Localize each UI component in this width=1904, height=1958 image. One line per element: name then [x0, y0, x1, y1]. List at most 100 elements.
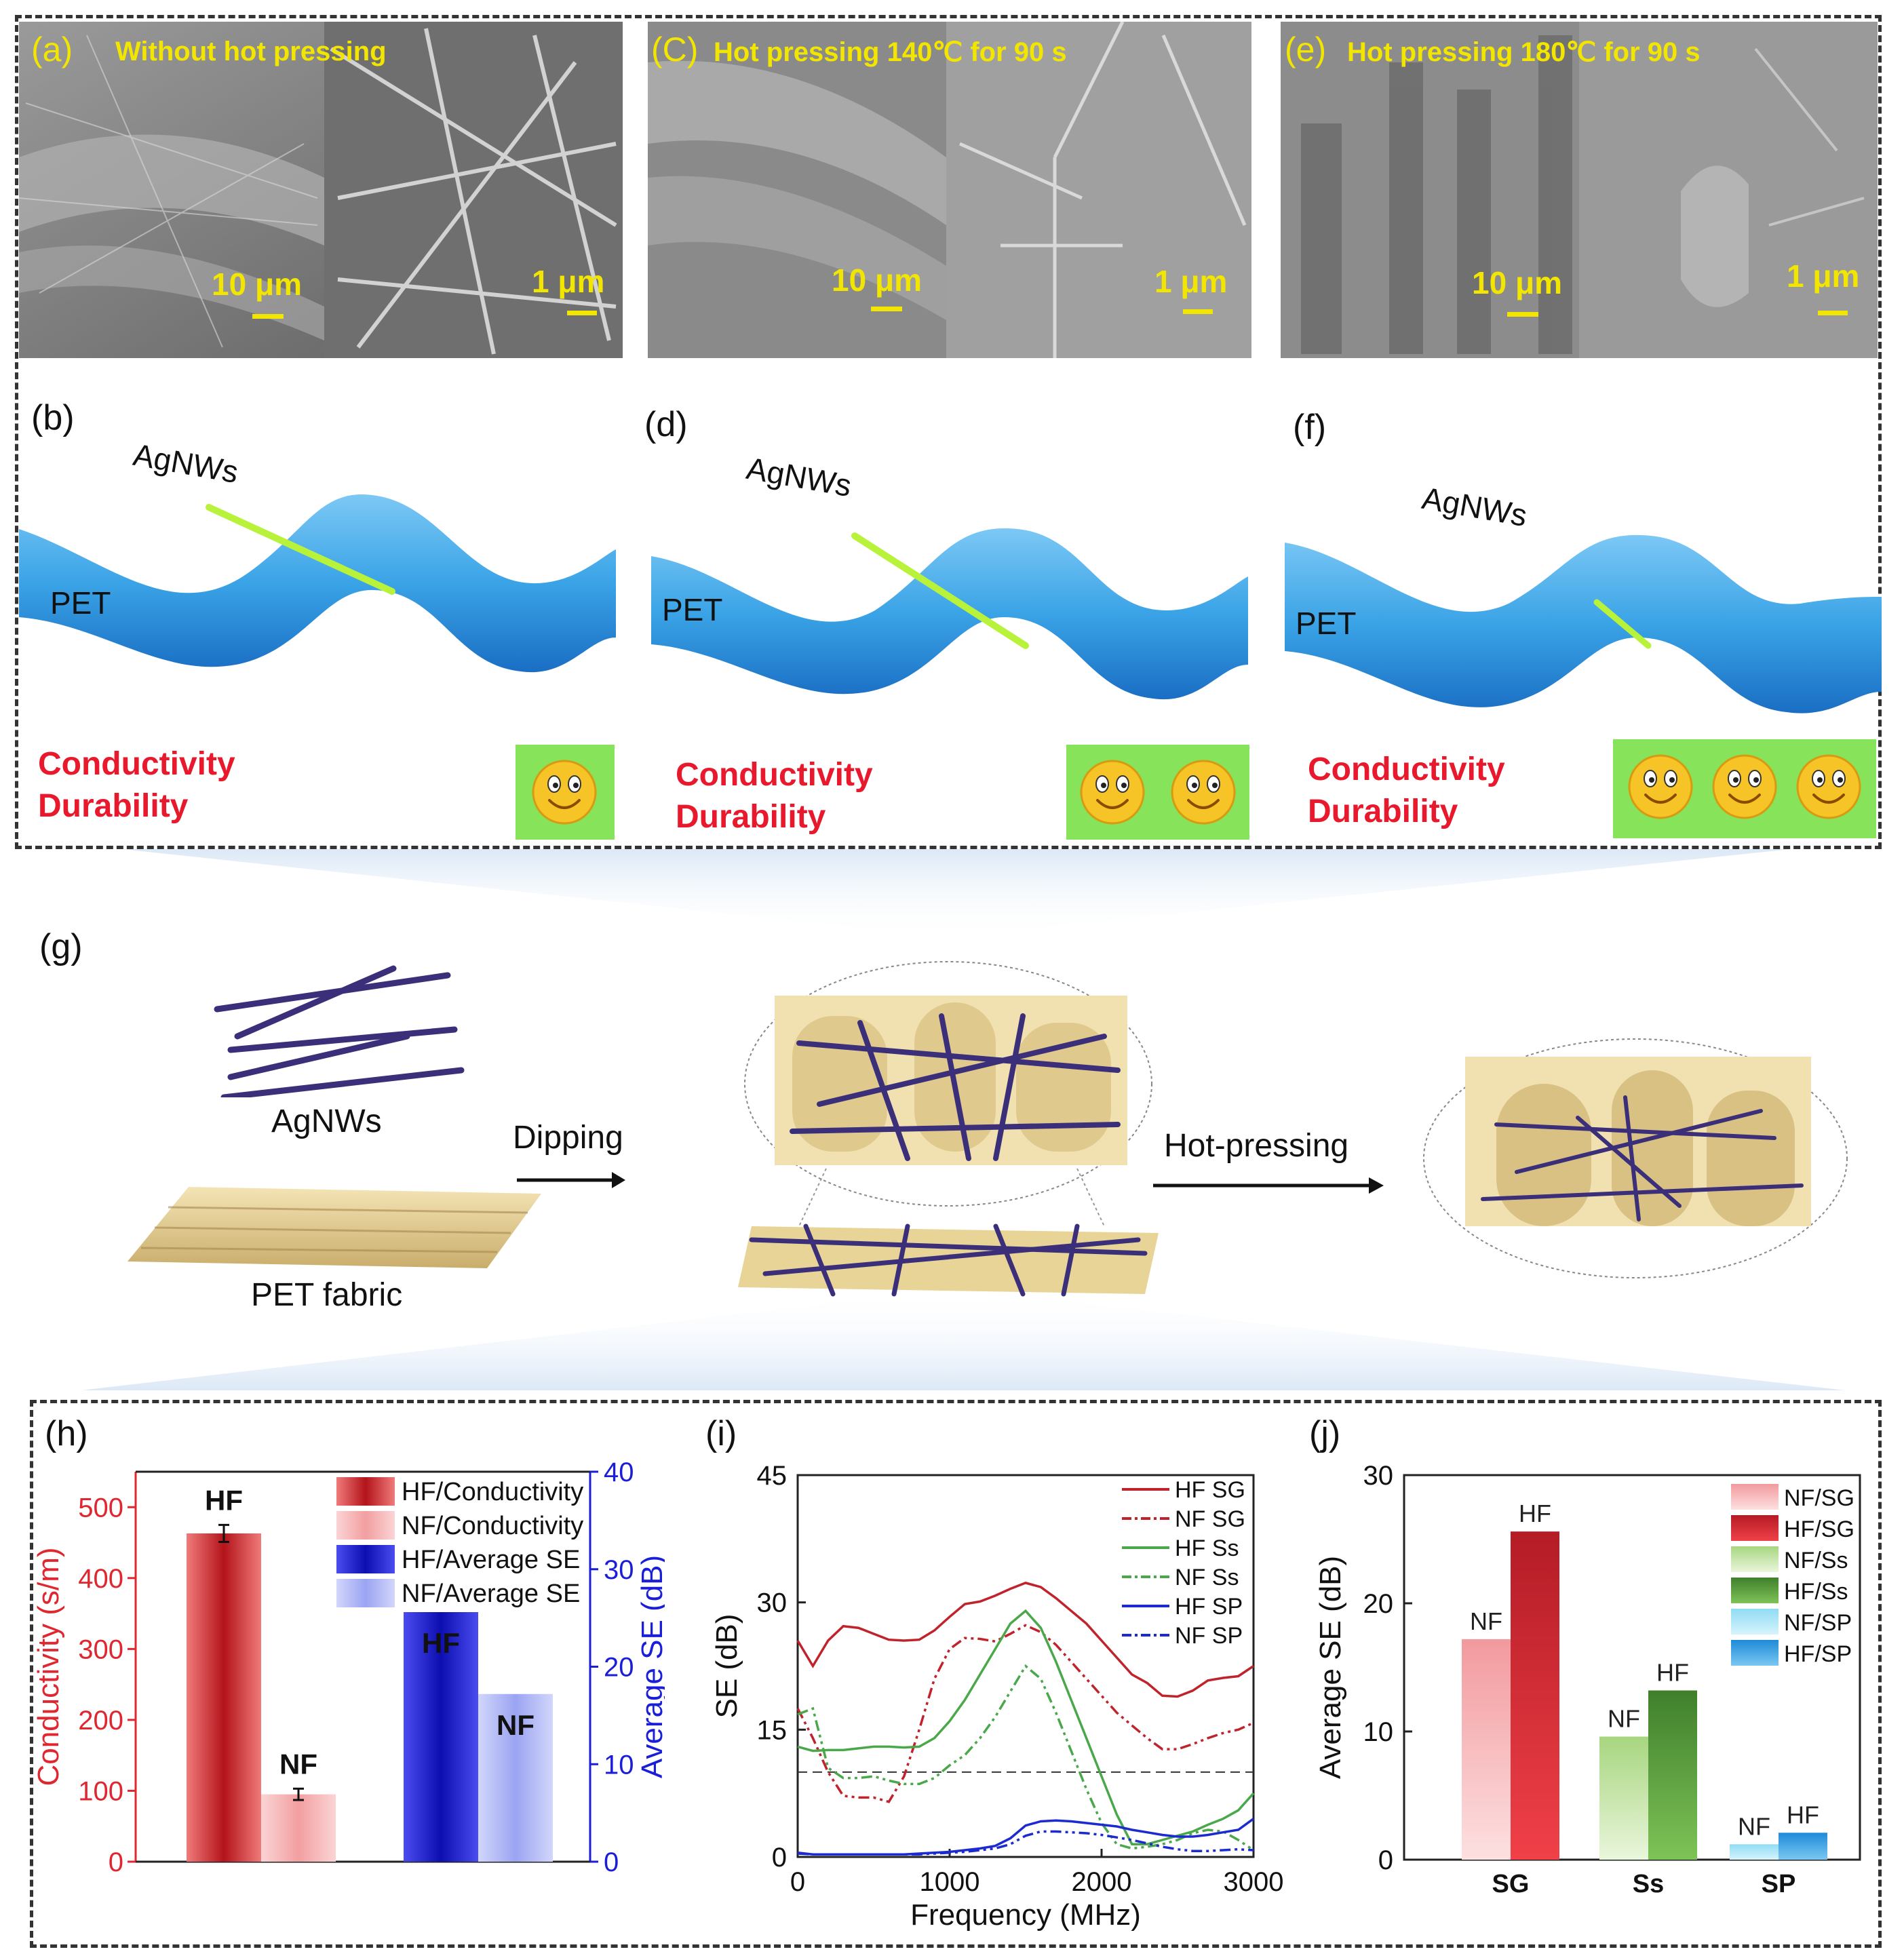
chart-j-bar [1779, 1833, 1827, 1860]
chart-h-legend-label: NF/Average SE [402, 1580, 580, 1608]
smiley-mouth-icon [1728, 794, 1761, 804]
conductivity-label-d: Conductivity [676, 757, 873, 793]
smiley-pupil-icon [553, 783, 558, 788]
chart-j-average-se: 0 10 20 30 Average SE (dB) NF HF SG NF HF Ss NF HF SP… [1314, 1461, 1861, 1898]
smiley-pupil-icon [1649, 777, 1654, 783]
chart-h-bar-label: HF [205, 1484, 243, 1516]
smiley-mouth-icon [1187, 799, 1220, 809]
chart-i-y-tick-label: 0 [772, 1843, 787, 1873]
panel-letter-h: (h) [45, 1414, 88, 1453]
scale-label-e-left: 10 μm [1472, 265, 1562, 300]
chart-i-y-tick-label: 45 [757, 1461, 788, 1491]
smiley-pupil-icon [1121, 783, 1127, 788]
sem-image-a [19, 22, 623, 358]
chart-j-category-label: SP [1762, 1870, 1796, 1898]
panel-letter-a: (a) [31, 31, 73, 68]
smiley-pupil-icon [1192, 783, 1197, 788]
top-panel-frame [15, 15, 1882, 849]
chart-j-bar-label: HF [1656, 1659, 1689, 1687]
chart-i-series-line [797, 1830, 1254, 1856]
smiley-face-icon [532, 760, 597, 825]
smiley-mouth-icon [1644, 794, 1677, 804]
chart-i-legend-label: NF SP [1175, 1623, 1243, 1649]
chart-j-y-axis-title: Average SE (dB) [1314, 1556, 1347, 1779]
chart-j-category-label: Ss [1633, 1870, 1664, 1898]
smiley-layer [532, 754, 1861, 825]
panel-letter-b: (b) [31, 398, 75, 437]
pet-fabric-label: PET fabric [251, 1277, 403, 1313]
panel-letter-g: (g) [39, 927, 83, 966]
scale-bar-c-left [871, 307, 902, 311]
chart-j-y-tick-label: 10 [1363, 1717, 1394, 1747]
chart-h-left-tick-label: 400 [78, 1564, 123, 1594]
chart-h-left-tick-label: 500 [78, 1493, 123, 1523]
chart-h-right-tick-label: 20 [604, 1653, 634, 1683]
chart-j-legend-label: HF/Ss [1784, 1579, 1848, 1605]
property-text-b: Conductivity Durability [38, 743, 235, 827]
scale-label-a-left: 10 μm [212, 267, 302, 302]
scale-bar-e-left [1507, 312, 1538, 317]
panel-letter-d: (d) [644, 405, 688, 444]
chart-j-bar [1599, 1736, 1648, 1860]
property-text-d: Conductivity Durability [676, 754, 873, 838]
chart-j-bar [1730, 1844, 1779, 1860]
durability-label-d: Durability [676, 799, 826, 835]
chart-i-legend-label: HF SP [1175, 1594, 1243, 1620]
smiley-pupil-icon [573, 783, 579, 788]
chart-j-bar-label: HF [1519, 1500, 1551, 1527]
chart-j-bar [1462, 1639, 1511, 1860]
chart-i-series-line [797, 1818, 1255, 1856]
scale-label-c-right: 1 μm [1154, 264, 1228, 299]
chart-i-x-tick-label: 1000 [920, 1867, 980, 1897]
chart-h-bar-label: HF [422, 1627, 460, 1659]
chart-h-right-axis-title: Average SE (dB) [636, 1555, 665, 1778]
chart-i-legend-label: NF SG [1175, 1506, 1245, 1532]
agnws-bundle-icon [214, 965, 465, 1097]
chart-i-series-line [796, 1582, 1254, 1698]
chart-i-series-line [797, 1664, 1254, 1852]
smiley-pupil-icon [1817, 777, 1823, 783]
chart-h-legend-label: HF/Average SE [402, 1546, 580, 1574]
chart-h-legend-swatch [336, 1511, 395, 1540]
property-text-f: Conductivity Durability [1308, 749, 1505, 833]
scale-label-a-right: 1 μm [532, 264, 605, 299]
pet-fiber-schematic-b [19, 494, 616, 673]
pet-fabric-icon [128, 1187, 541, 1268]
smiley-face-icon [1080, 760, 1145, 825]
durability-label-b: Durability [38, 788, 189, 824]
durability-label-f: Durability [1308, 794, 1458, 829]
scale-bar-c-right [1183, 309, 1213, 314]
sem-micrograph-a [19, 22, 623, 358]
panel-letter-e: (e) [1285, 31, 1327, 68]
sem-micrograph-c [648, 22, 1251, 358]
panel-letter-j: (j) [1309, 1414, 1341, 1453]
chart-i-se-frequency: 0 1000 2000 3000 0 15 30 45 Frequency (MHz) SE (d… [710, 1461, 1283, 1932]
panel-letter-f: (f) [1293, 408, 1327, 447]
smiley-pupil-icon [1669, 777, 1675, 783]
scale-bar-a-right [567, 311, 597, 315]
light-beam-bottom [81, 1289, 1845, 1390]
coated-fabric-zoom [738, 961, 1159, 1297]
sem-image-e [1281, 22, 1878, 358]
smiley-face-icon [1171, 760, 1236, 825]
pet-label-b: PET [50, 585, 111, 621]
bottom-panel-frame [30, 1400, 1882, 1948]
chart-j-legend-label: HF/SP [1784, 1641, 1852, 1667]
chart-h-bar [187, 1533, 261, 1862]
sem-image-c [648, 22, 1251, 358]
chart-i-legend-label: NF Ss [1175, 1565, 1239, 1590]
chart-i-x-tick-label: 2000 [1072, 1867, 1132, 1897]
conductivity-label-b: Conductivity [38, 746, 235, 782]
chart-j-legend-swatch [1731, 1515, 1779, 1541]
chart-j-bar [1648, 1690, 1697, 1860]
chart-h-bar [404, 1612, 478, 1862]
conductivity-label-f: Conductivity [1308, 751, 1505, 787]
dipping-arrow [517, 1172, 625, 1188]
chart-h-legend-swatch [336, 1545, 395, 1573]
smiley-mouth-icon [1812, 794, 1845, 804]
chart-j-category-label: SG [1492, 1870, 1530, 1898]
chart-j-legend-label: HF/SG [1784, 1516, 1854, 1542]
chart-h-legend-swatch [336, 1579, 395, 1607]
smiley-face-icon [1628, 754, 1693, 819]
sem-micrograph-e [1281, 22, 1878, 358]
